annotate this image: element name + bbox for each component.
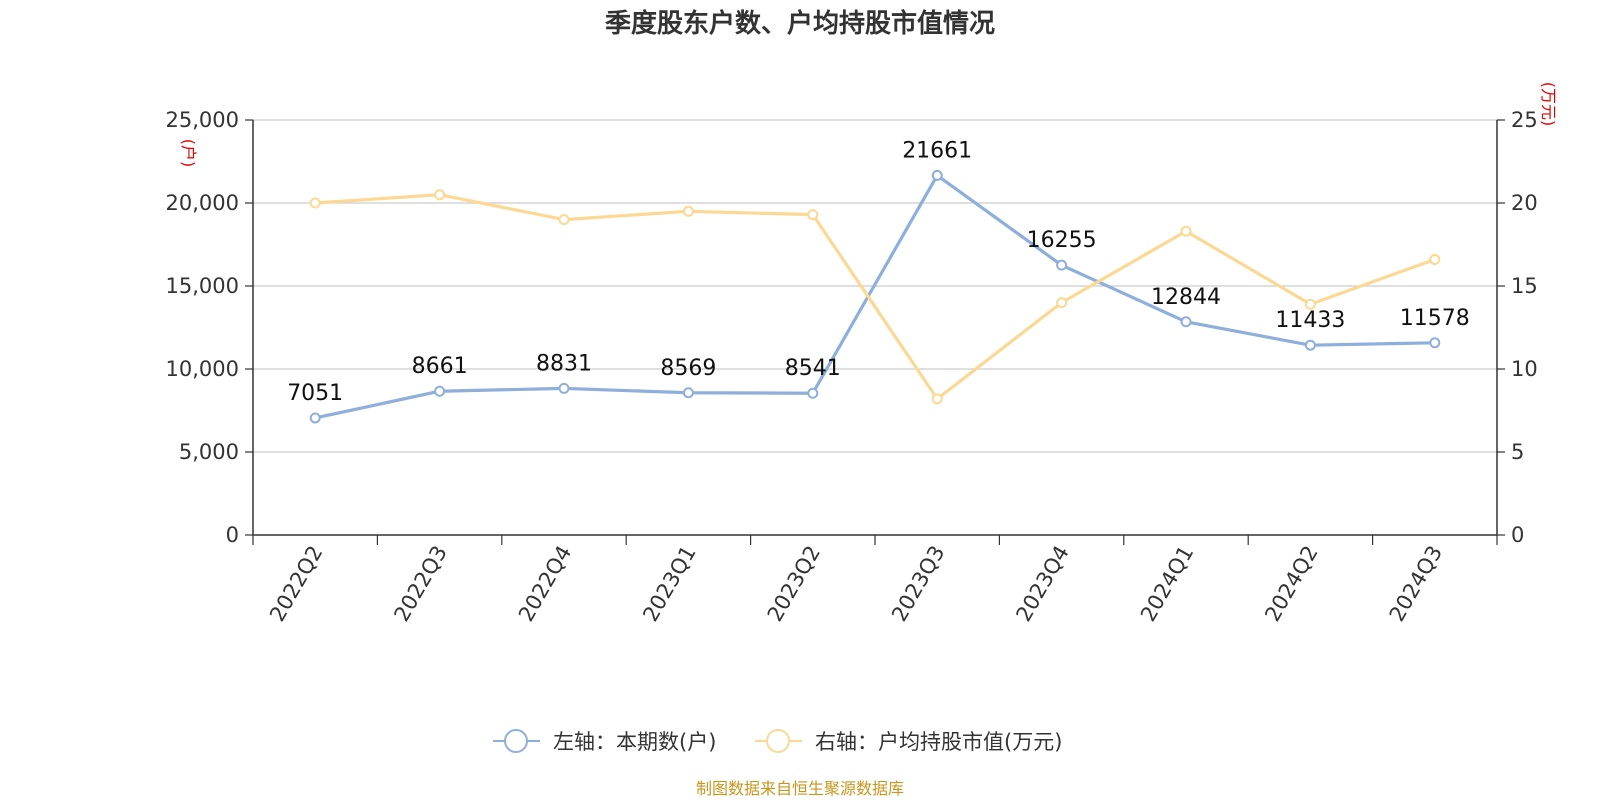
chart-title: 季度股东户数、户均持股市值情况 (605, 8, 995, 39)
data-point (1056, 297, 1068, 309)
x-axis-tick-label: 2024Q3 (1385, 542, 1447, 626)
data-point (1304, 339, 1316, 351)
left-axis-tick-label: 0 (226, 523, 239, 547)
x-axis-tick-label: 2024Q2 (1260, 542, 1322, 626)
x-axis-tick-label: 2022Q2 (265, 542, 327, 626)
data-point (682, 205, 694, 217)
data-point (1056, 259, 1068, 271)
data-point (931, 169, 943, 181)
right-axis-tick-label: 15 (1511, 274, 1538, 298)
data-point (682, 387, 694, 399)
right-axis-tick-label: 25 (1511, 108, 1538, 132)
right-axis-tick-label: 5 (1511, 440, 1524, 464)
data-label: 8569 (660, 356, 716, 381)
data-point (931, 393, 943, 405)
data-point (1304, 298, 1316, 310)
x-axis-tick-label: 2023Q3 (887, 542, 949, 626)
data-label: 11578 (1400, 306, 1470, 331)
data-point (807, 209, 819, 221)
axes: 0 5,000 10,000 15,000 20,000 25,000 0 5 10 15 20 25… (166, 108, 1538, 626)
data-label: 11433 (1275, 308, 1345, 333)
left-axis-tick-label: 15,000 (166, 274, 239, 298)
x-axis-tick-label: 2023Q4 (1011, 542, 1073, 626)
legend[interactable]: 左轴：本期数(户) 右轴：户均持股市值(万元) (493, 729, 1062, 754)
left-axis-tick-label: 5,000 (179, 440, 239, 464)
data-point (1180, 225, 1192, 237)
right-axis-tick-label: 0 (1511, 523, 1524, 547)
left-axis-unit: (户) (179, 139, 198, 168)
data-labels: 7051 8661 8831 8569 8541 21661 16255 12844 11433… (287, 138, 1470, 406)
data-point (1429, 337, 1441, 349)
left-axis-tick-label: 20,000 (166, 191, 239, 215)
series-line-holders (314, 173, 1435, 420)
data-point (558, 382, 570, 394)
data-label: 8661 (412, 354, 468, 379)
data-point (434, 189, 446, 201)
right-axis-unit: (万元) (1539, 82, 1558, 127)
series-layer (309, 169, 1441, 424)
x-axis-tick-label: 2023Q2 (763, 542, 825, 626)
data-point (309, 412, 321, 424)
data-point (1180, 316, 1192, 328)
x-axis-tick-label: 2022Q4 (514, 542, 576, 626)
left-axis-tick-label: 25,000 (166, 108, 239, 132)
x-axis-tick-label: 2024Q1 (1136, 542, 1198, 626)
data-point (807, 387, 819, 399)
data-point (434, 385, 446, 397)
legend-label-left: 左轴：本期数(户) (553, 730, 716, 754)
x-axis-tick-label: 2022Q3 (389, 542, 451, 626)
data-label: 21661 (902, 138, 972, 163)
data-label: 12844 (1151, 285, 1221, 310)
legend-item-right-series[interactable]: 右轴：户均持股市值(万元) (755, 729, 1062, 754)
right-axis-tick-label: 10 (1511, 357, 1538, 381)
legend-marker-left (504, 729, 528, 753)
left-axis-tick-label: 10,000 (166, 357, 239, 381)
legend-label-right: 右轴：户均持股市值(万元) (815, 730, 1062, 754)
data-label: 8541 (785, 356, 841, 381)
right-axis-tick-label: 20 (1511, 191, 1538, 215)
legend-item-left-series[interactable]: 左轴：本期数(户) (493, 729, 716, 754)
legend-marker-right (766, 729, 790, 753)
data-label: 16255 (1027, 228, 1097, 253)
source-note: 制图数据来自恒生聚源数据库 (696, 779, 904, 798)
data-point (1429, 253, 1441, 265)
data-point (309, 197, 321, 209)
data-point (558, 214, 570, 226)
data-label: 8831 (536, 351, 592, 376)
x-axis-tick-label: 2023Q1 (638, 542, 700, 626)
series-line-avg-value (315, 193, 1436, 401)
data-label: 7051 (287, 381, 343, 406)
